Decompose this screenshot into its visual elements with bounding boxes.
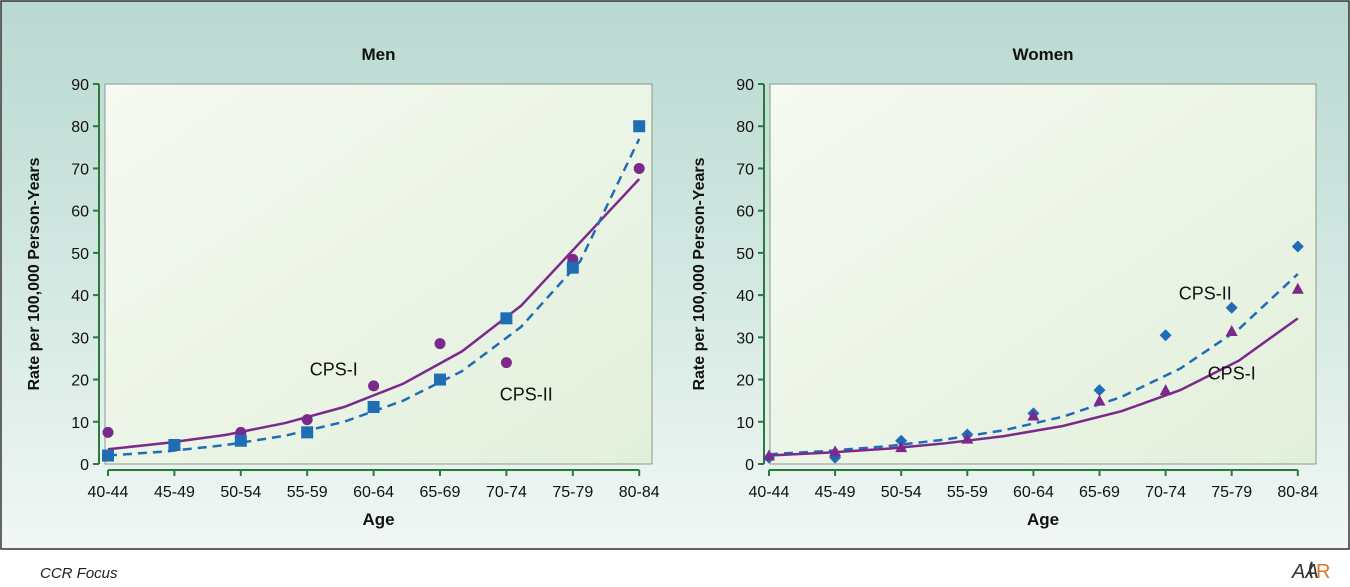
y-tick-label: 0 (745, 457, 754, 474)
chart-title: Men (362, 45, 396, 64)
x-tick-label: 50-54 (881, 484, 922, 501)
data-point-cps-ii (367, 401, 380, 413)
y-tick-label: 90 (736, 77, 754, 94)
data-point-cps-ii (301, 426, 314, 439)
data-point-cps-ii (566, 261, 579, 274)
data-point-cps-ii (434, 373, 446, 386)
data-point-cps-i (961, 432, 974, 444)
y-tick-label: 20 (736, 373, 754, 390)
x-tick-label: 70-74 (1145, 484, 1186, 501)
y-tick-label: 30 (71, 330, 89, 347)
data-point-cps-i (368, 380, 380, 392)
x-tick-label: 45-49 (815, 484, 856, 501)
data-point-cps-i (102, 426, 114, 438)
x-tick-label: 65-69 (1079, 484, 1120, 501)
chart-title: Women (1012, 45, 1073, 64)
data-point-cps-ii (1159, 329, 1172, 342)
y-tick-label: 90 (71, 77, 89, 94)
y-tick-label: 80 (736, 119, 754, 136)
data-point-cps-ii (234, 434, 247, 447)
data-point-cps-i (301, 414, 313, 426)
y-tick-label: 10 (736, 415, 754, 432)
x-tick-label: 70-74 (486, 484, 527, 501)
y-tick-label: 20 (71, 373, 89, 390)
x-tick-label: 55-59 (287, 484, 328, 501)
x-tick-label: 40-44 (88, 484, 129, 501)
data-point-cps-ii (1291, 240, 1304, 253)
y-tick-label: 70 (71, 161, 89, 178)
chart-women: Women Age Rate per 100,000 Person-Years 0 10… (691, 45, 1318, 529)
data-point-cps-i (763, 449, 775, 461)
y-tick-label: 60 (71, 204, 89, 221)
plot-area (104, 83, 653, 465)
y-tick-label: 0 (80, 457, 89, 474)
x-tick-label: 65-69 (420, 484, 461, 501)
y-tick-label: 60 (736, 204, 754, 221)
series-annotation: CPS-I (310, 359, 358, 379)
data-point-cps-ii (895, 434, 908, 447)
chart-men: Men Age Rate per 100,000 Person-Years 0 10 20… (26, 45, 660, 529)
series-annotation: CPS-I (1208, 364, 1256, 384)
aacr-logo: AA R (1291, 561, 1330, 583)
series-annotation: CPS-II (1179, 283, 1232, 303)
x-tick-label: 40-44 (749, 484, 790, 501)
data-point-cps-ii (168, 439, 181, 451)
svg-text:AA: AA (1291, 561, 1319, 583)
journal-name: CCR Focus (40, 565, 118, 582)
data-point-cps-i (1291, 282, 1304, 294)
data-point-cps-i (1159, 384, 1172, 396)
trend-line-cps-i (768, 317, 1299, 457)
data-point-cps-i (1093, 394, 1106, 406)
y-tick-label: 40 (736, 288, 754, 305)
data-point-cps-ii (1225, 301, 1238, 314)
data-point-cps-ii (633, 120, 646, 133)
y-tick-label: 40 (71, 288, 89, 305)
data-point-cps-i (1225, 325, 1238, 336)
x-axis-label: Age (362, 510, 394, 529)
y-tick-label: 30 (736, 330, 754, 347)
x-tick-label: 60-64 (353, 484, 394, 501)
y-tick-label: 50 (71, 246, 89, 263)
x-tick-label: 45-49 (154, 484, 195, 501)
x-tick-label: 60-64 (1013, 484, 1054, 501)
data-point-cps-i (434, 338, 446, 350)
plot-area (769, 83, 1317, 465)
data-point-cps-ii (102, 449, 114, 462)
x-tick-label: 75-79 (1211, 484, 1252, 501)
svg-text:R: R (1316, 561, 1330, 583)
y-tick-label: 10 (71, 415, 89, 432)
y-axis-label: Rate per 100,000 Person-Years (26, 157, 43, 390)
x-tick-label: 80-84 (619, 484, 660, 501)
data-point-cps-i (895, 441, 908, 453)
data-point-cps-ii (1093, 384, 1106, 397)
trend-line-cps-i (107, 178, 641, 451)
y-tick-label: 70 (736, 161, 754, 178)
y-tick-label: 80 (71, 119, 89, 136)
x-tick-label: 50-54 (220, 484, 261, 501)
data-point-cps-i (1027, 409, 1040, 421)
data-point-cps-i (633, 162, 645, 174)
y-axis-label: Rate per 100,000 Person-Years (691, 157, 708, 390)
x-tick-label: 80-84 (1277, 484, 1318, 501)
data-point-cps-ii (500, 312, 513, 325)
series-annotation: CPS-II (500, 385, 553, 405)
x-tick-label: 55-59 (947, 484, 988, 501)
x-axis-label: Age (1027, 510, 1059, 529)
data-point-cps-i (500, 357, 512, 369)
data-point-cps-i (829, 445, 842, 457)
x-tick-label: 75-79 (552, 484, 593, 501)
y-tick-label: 50 (736, 246, 754, 263)
